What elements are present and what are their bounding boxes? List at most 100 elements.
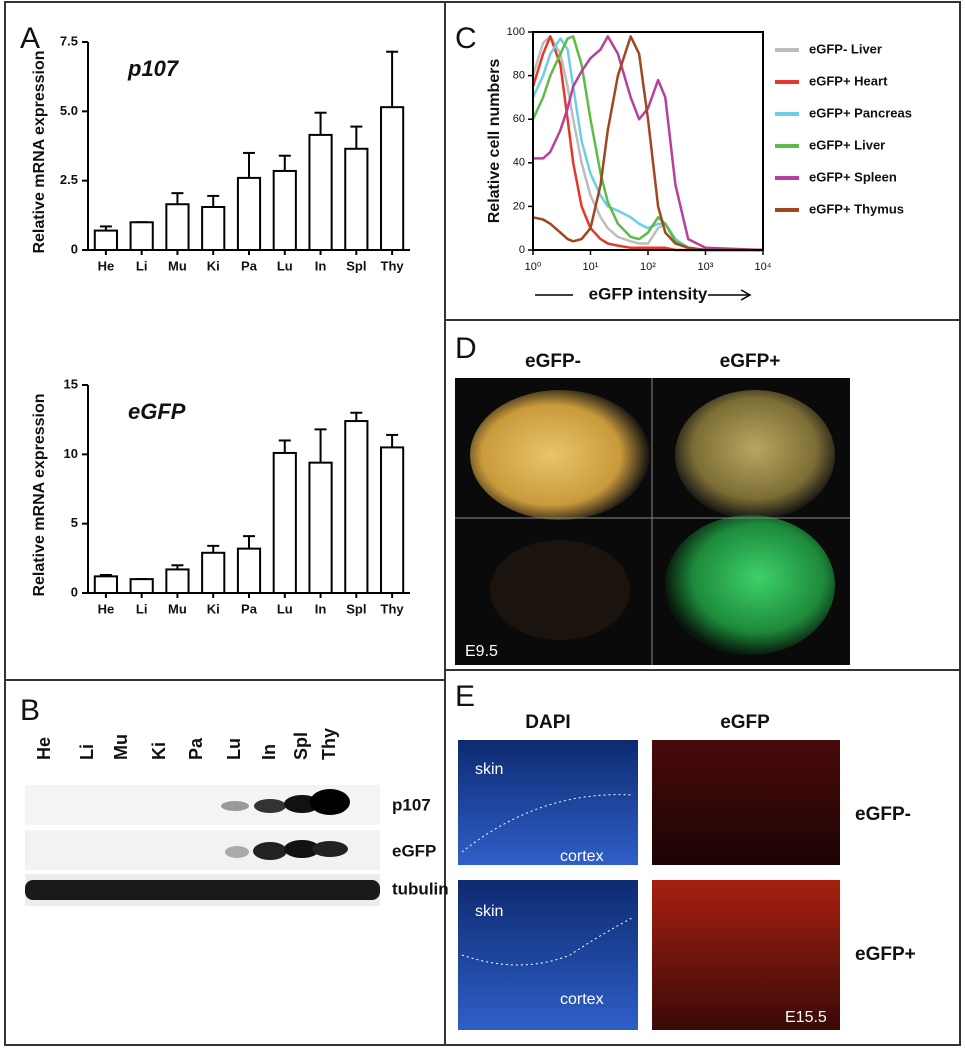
bar — [236, 547, 262, 594]
bar — [201, 206, 226, 252]
x-tick-label: Lu — [277, 601, 293, 616]
bar — [380, 106, 405, 251]
series-line — [533, 35, 764, 252]
column-label: eGFP- — [525, 351, 581, 372]
y-tick-label: 20 — [513, 200, 525, 212]
y-tick-label: 40 — [513, 157, 525, 169]
y-tick-label: 7.5 — [60, 33, 78, 48]
bar — [201, 551, 226, 595]
row-label: p107 — [392, 795, 431, 814]
bar — [165, 568, 190, 595]
x-tick-label: 10⁰ — [525, 261, 542, 273]
y-tick-label: 2.5 — [60, 172, 78, 187]
region-label: cortex — [560, 991, 604, 1008]
panel-label: B — [20, 694, 40, 727]
y-tick-label: 60 — [513, 113, 525, 125]
x-tick-label: He — [98, 601, 115, 616]
legend-label: eGFP+ Thymus — [809, 201, 904, 216]
column-label: eGFP — [720, 712, 770, 733]
panel-label: A — [20, 22, 40, 55]
series-line — [532, 35, 763, 252]
region-label: skin — [475, 761, 503, 778]
y-tick-label: 10 — [64, 446, 78, 461]
bar — [93, 575, 118, 594]
bar — [93, 229, 118, 252]
y-tick-label: 0 — [71, 241, 78, 256]
bar — [129, 221, 154, 251]
boundary — [461, 794, 633, 853]
y-tick-label: 100 — [507, 26, 525, 38]
x-tick-label: 10² — [640, 261, 656, 273]
series-line — [531, 35, 763, 252]
chart-title: eGFP — [128, 399, 186, 424]
section-images — [458, 740, 840, 1030]
y-axis-label: Relative cell numbers — [486, 59, 503, 224]
x-tick-label: Pa — [241, 601, 258, 616]
y-tick-label: 5 — [71, 515, 78, 530]
band — [221, 801, 249, 811]
bar — [236, 176, 262, 251]
x-tick-label: 10¹ — [583, 261, 599, 273]
legend-label: eGFP- Liver — [809, 41, 882, 56]
x-tick-label: 10³ — [698, 261, 714, 273]
band — [254, 799, 286, 813]
bar — [272, 169, 297, 252]
x-tick-label: Ki — [207, 601, 220, 616]
blot — [25, 785, 380, 906]
panel-label: C — [455, 22, 477, 55]
x-tick-label: Pa — [241, 258, 258, 273]
bar — [308, 461, 333, 594]
y-tick-label: 0 — [71, 584, 78, 599]
x-tick-label: He — [98, 258, 115, 273]
y-axis-label: Relative mRNA expression — [31, 50, 48, 253]
image — [458, 740, 638, 865]
bar — [165, 203, 190, 252]
x-tick-label: In — [315, 258, 327, 273]
stage-label: E9.5 — [465, 643, 498, 660]
image — [652, 880, 840, 1030]
band — [310, 789, 350, 815]
lane-label: Spl — [291, 732, 311, 760]
y-tick-label: 15 — [64, 376, 78, 391]
band — [312, 841, 348, 857]
region-label: cortex — [560, 848, 604, 865]
lane-label: Mu — [111, 734, 131, 760]
x-tick-label: Thy — [381, 258, 405, 273]
x-tick-label: In — [315, 601, 327, 616]
band — [284, 840, 320, 858]
x-tick-label: Li — [136, 601, 148, 616]
column-label: eGFP+ — [720, 351, 781, 372]
row-label: eGFP+ — [855, 944, 916, 965]
band — [225, 846, 249, 858]
panel-label: E — [455, 680, 475, 713]
legend-label: eGFP+ Liver — [809, 137, 885, 152]
row-label: tubulin — [392, 879, 449, 898]
lane-label: Lu — [224, 738, 244, 760]
chart-title: p107 — [127, 56, 180, 81]
x-axis-label: eGFP intensity — [589, 284, 708, 303]
y-tick-label: 80 — [513, 70, 525, 82]
lane-label: Thy — [319, 728, 339, 760]
legend-label: eGFP+ Pancreas — [809, 105, 912, 120]
image — [458, 880, 638, 1030]
figure-border — [4, 1, 961, 1046]
legend-label: eGFP+ Spleen — [809, 169, 897, 184]
embryo — [470, 390, 650, 520]
x-tick-label: Ki — [207, 258, 220, 273]
x-tick-label: Mu — [168, 258, 187, 273]
bar — [380, 446, 405, 594]
x-tick-label: Spl — [346, 601, 366, 616]
lane-label: Li — [77, 744, 97, 760]
lane-label: Ki — [149, 742, 169, 760]
bar — [344, 147, 369, 251]
embryo — [665, 515, 835, 655]
lane-label: In — [259, 744, 279, 760]
region-label: skin — [475, 903, 503, 920]
x-tick-label: Spl — [346, 258, 366, 273]
row-label: eGFP — [392, 841, 436, 860]
x-tick-label: Li — [136, 258, 148, 273]
row-label: eGFP- — [855, 804, 911, 825]
x-tick-label: Thy — [381, 601, 405, 616]
series-line — [531, 35, 763, 252]
